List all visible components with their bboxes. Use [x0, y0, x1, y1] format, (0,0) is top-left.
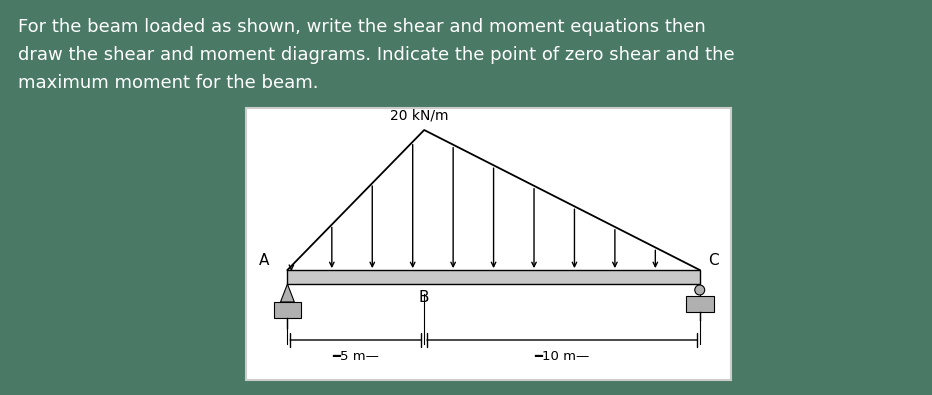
Text: A: A — [259, 253, 269, 268]
Text: For the beam loaded as shown, write the shear and moment equations then: For the beam loaded as shown, write the … — [18, 18, 706, 36]
Bar — [686, 296, 714, 312]
Bar — [287, 270, 700, 284]
Text: B: B — [419, 290, 430, 305]
Polygon shape — [281, 284, 295, 302]
Bar — [274, 302, 301, 318]
Text: C: C — [707, 253, 719, 268]
Text: ━5 m—: ━5 m— — [333, 350, 379, 363]
Text: 20 kN/m: 20 kN/m — [390, 108, 448, 122]
Text: draw the shear and moment diagrams. Indicate the point of zero shear and the: draw the shear and moment diagrams. Indi… — [18, 46, 734, 64]
Text: ━10 m—: ━10 m— — [534, 350, 590, 363]
Bar — [246, 108, 732, 380]
Circle shape — [694, 285, 705, 295]
Text: maximum moment for the beam.: maximum moment for the beam. — [18, 74, 319, 92]
